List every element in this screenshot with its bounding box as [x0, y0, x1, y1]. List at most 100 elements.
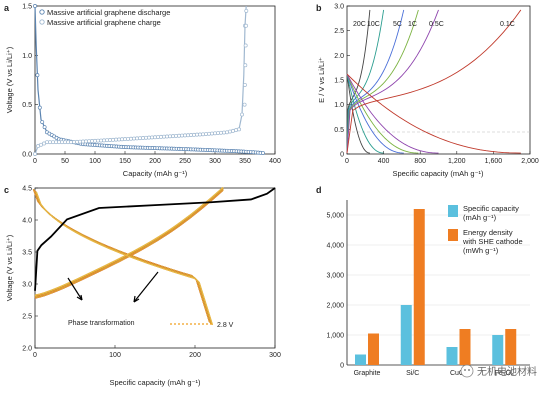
panel-b-charge-1C	[346, 9, 419, 154]
panel-c-charge-cycle	[34, 187, 224, 297]
panel-b-discharge-10C	[346, 73, 384, 154]
panel-c-ytick-label: 3.0	[22, 282, 32, 289]
watermark-icon-eye	[468, 369, 470, 371]
panel-c-ytick-label: 4.5	[22, 186, 32, 193]
panel-c-discharge-cycle	[33, 189, 211, 323]
panel-a-marker	[243, 43, 248, 48]
panel-c-discharge-cycle	[33, 189, 211, 323]
panel-b: b 0 400 800 1,200 1,600 2,000 0 0.5 1.0 1.5 2.0 2.5…	[316, 3, 539, 178]
panel-b-discharge-0.1C	[346, 73, 521, 154]
arrow-right-head	[133, 295, 140, 303]
panel-c-discharge-cycle	[36, 192, 214, 326]
panel-a-ytick-label: 1.0	[22, 53, 32, 60]
panel-b-xtick-label: 0	[345, 158, 349, 165]
panel-a-frame	[34, 5, 276, 155]
panel-c-ylabel: Voltage (V vs Li/Li⁺)	[5, 234, 14, 301]
panel-a-marker	[37, 105, 42, 110]
panel-d-ytick-label: 0	[340, 363, 344, 370]
panel-a-xtick-label: 0	[33, 158, 37, 165]
panel-b-discharge-20C	[346, 74, 370, 154]
panel-a-marker	[33, 152, 37, 156]
panel-d-category-label: Fe₃O₄	[495, 370, 514, 377]
legend-discharge-label: Massive artificial graphene discharge	[47, 8, 170, 17]
panel-a-ytick-label: 0.0	[22, 152, 32, 159]
panel-d-bar-Fe₃O₄	[505, 329, 517, 365]
panel-a-xtick-label: 400	[269, 158, 281, 165]
watermark: 无机电池材料	[460, 364, 537, 378]
panel-c-xtick-label: 0	[33, 352, 37, 359]
panel-c-cycle-curves	[32, 186, 224, 326]
panel-b-series	[346, 9, 522, 154]
panel-c-first-charge-line	[34, 187, 276, 291]
panel-a-xtick-label: 200	[149, 158, 161, 165]
panel-c-charge-cycle	[34, 187, 224, 297]
panel-b-ytick-label: 1.5	[334, 78, 344, 85]
panel-a-marker	[244, 8, 249, 13]
panel-c-charge-cycle	[34, 187, 224, 297]
panel-b-discharge-5C	[346, 73, 404, 154]
panel-c-xtick-label: 300	[269, 352, 281, 359]
panel-c-discharge-cycle	[32, 189, 210, 323]
arrow-right	[133, 271, 159, 303]
panel-b-ytick-label: 0.5	[334, 127, 344, 134]
panel-c-first-charge	[34, 187, 276, 291]
watermark-icon	[460, 364, 474, 378]
legend-energy-swatch	[448, 229, 458, 241]
panel-b-ytick-label: 3.0	[334, 4, 344, 11]
panel-b-xtick-label: 2,000	[521, 158, 539, 165]
panel-b-xtick-label: 800	[414, 158, 426, 165]
panel-a-letter: a	[4, 3, 10, 13]
panel-b-ylabel: E / V vs Li/Li⁺	[317, 57, 326, 103]
panel-c-ytick-label: 2.5	[22, 314, 32, 321]
panel-c-charge-cycle	[34, 188, 224, 298]
panel-b-discharge-0.5C	[346, 73, 439, 154]
panel-b-ytick-label: 2.5	[334, 28, 344, 35]
panel-d-letter: d	[316, 185, 322, 195]
panel-a: a 0 50 100 150 200 250 300 350 400 0.0 0.5 1.0 1.5 C…	[4, 3, 281, 178]
panel-a-marker	[40, 120, 45, 124]
panel-d-category-labels: Graphite Si/C CuO₂ Fe₃O₄	[354, 370, 514, 377]
panel-b-xlabel: Specific capacity (mAh g⁻¹)	[392, 169, 484, 178]
panel-c-discharge-cycle	[33, 189, 211, 323]
panel-a-ylabel: Voltage (V vs Li/Li⁺)	[5, 46, 14, 113]
panel-a-xtick-label: 150	[119, 158, 131, 165]
panel-b-letter: b	[316, 3, 322, 13]
panel-c-ytick-label: 2.0	[22, 346, 32, 353]
panel-b-xtick-label: 1,600	[485, 158, 503, 165]
legend-charge-label: Massive artificial graphene charge	[47, 18, 161, 27]
panel-a-xtick-label: 100	[89, 158, 101, 165]
panel-d-category-label: Si/C	[406, 370, 419, 377]
panel-d-category-label: Graphite	[354, 370, 381, 377]
panel-d-ytick-label: 3,000	[326, 273, 344, 280]
panel-d-bars	[355, 209, 517, 365]
panel-d-bar-Graphite	[368, 333, 379, 365]
panel-d-bar-CuO₂	[459, 329, 471, 365]
panel-b-xtick-label: 1,200	[448, 158, 466, 165]
panel-d-bar-CuO₂	[446, 347, 458, 365]
rate-label-1c: 1C	[408, 21, 417, 28]
panel-c-frame	[34, 187, 276, 349]
panel-c-xtick-label: 100	[109, 352, 121, 359]
panel-b-ytick-label: 2.0	[334, 53, 344, 60]
panel-c-charge-cycle	[34, 188, 224, 298]
panel-b-discharge-1C	[346, 73, 419, 154]
panel-c-charge-cycle	[34, 186, 224, 296]
panel-b-xtick-label: 400	[378, 158, 390, 165]
panel-c-discharge-cycle	[33, 189, 211, 323]
panel-c-charge-cycle	[34, 188, 224, 298]
rate-label-10c: 10C	[367, 21, 380, 28]
panel-d: d 0 1,000 2,000 3,000 4,000 5,000 Graphite Si/…	[316, 185, 530, 377]
panel-c-ytick-label: 4.0	[22, 218, 32, 225]
panel-c-charge-cycle	[34, 187, 224, 297]
panel-a-marker	[237, 127, 241, 132]
panel-d-ytick-label: 2,000	[326, 303, 344, 310]
panel-a-marker	[242, 82, 247, 87]
panel-c: c 0 100 200 300 2.0 2.5 3.0 3.5 4.0 4.5 Specific …	[4, 185, 281, 387]
rate-label-01c: 0.1C	[500, 21, 515, 28]
panel-b-ticks: 0 400 800 1,200 1,600 2,000 0 0.5 1.0 1.5 2.0 2.5 3.…	[334, 4, 539, 166]
panel-c-charge-cycle	[34, 188, 224, 297]
panel-c-ytick-label: 3.5	[22, 250, 32, 257]
panel-d-bar-Si/C	[413, 209, 425, 365]
panel-c-charge-cycle	[34, 188, 224, 297]
legend-energy-label-3: (mWh g⁻¹)	[463, 246, 499, 255]
